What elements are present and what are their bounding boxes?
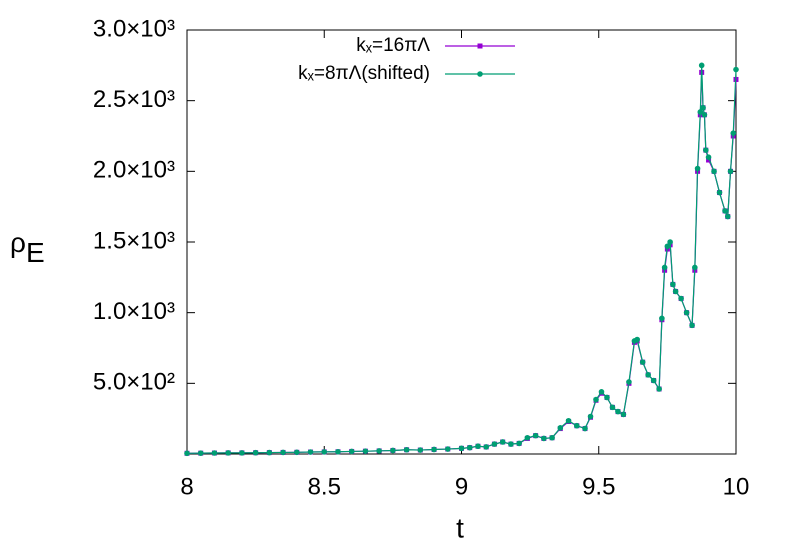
point — [604, 394, 610, 401]
point — [266, 449, 273, 456]
point — [724, 213, 731, 220]
point — [524, 434, 531, 441]
point — [598, 389, 605, 395]
point — [362, 448, 369, 454]
x-axis-label: t — [456, 512, 464, 543]
series-line — [186, 65, 737, 454]
x-tick-label: 8.5 — [308, 473, 341, 500]
point — [634, 336, 640, 343]
point — [458, 445, 465, 452]
point — [582, 425, 588, 432]
point — [184, 450, 190, 457]
point — [705, 154, 712, 160]
series-line — [186, 72, 737, 454]
point — [491, 441, 498, 447]
point — [701, 112, 708, 118]
point — [403, 446, 410, 453]
point — [703, 147, 709, 153]
point — [587, 413, 594, 420]
point — [698, 62, 705, 69]
point — [683, 309, 690, 316]
point — [239, 450, 245, 456]
point — [376, 448, 382, 454]
point — [431, 446, 437, 453]
point — [727, 168, 734, 175]
point — [706, 157, 712, 163]
y-tick-label: 1.5×10³ — [93, 227, 175, 254]
point — [689, 322, 695, 329]
point — [335, 448, 341, 455]
x-tick-label: 9 — [455, 473, 468, 500]
point — [692, 264, 698, 271]
point — [609, 404, 616, 411]
point — [225, 450, 231, 456]
point — [656, 386, 662, 392]
y-tick-label: 2.5×10³ — [93, 86, 175, 113]
point — [444, 446, 451, 452]
point — [565, 417, 572, 424]
point — [516, 440, 522, 447]
legend-label: kₓ=16πΛ — [356, 35, 430, 56]
point — [483, 444, 490, 450]
point — [573, 422, 580, 429]
point — [650, 377, 657, 384]
point — [659, 315, 665, 322]
point — [549, 434, 555, 441]
legend-marker — [477, 71, 483, 77]
point — [697, 109, 704, 115]
point — [667, 239, 673, 245]
point — [499, 439, 506, 445]
point — [620, 411, 627, 418]
point — [670, 281, 676, 288]
point — [197, 450, 204, 456]
x-tick-label: 8 — [180, 473, 193, 500]
point — [307, 449, 314, 455]
point — [390, 447, 396, 454]
legend-label: kₓ=8πΛ(shifted) — [298, 63, 430, 84]
point — [722, 208, 728, 214]
point — [280, 449, 286, 456]
point — [645, 372, 651, 378]
point — [678, 295, 684, 302]
point — [475, 443, 481, 450]
point — [626, 379, 632, 385]
point — [211, 450, 218, 456]
point — [733, 66, 739, 73]
y-tick-label: 2.0×10³ — [93, 157, 175, 184]
point — [466, 444, 473, 451]
y-axis-label: ρE — [10, 227, 45, 268]
point — [252, 449, 259, 456]
point — [615, 408, 621, 415]
legend-marker — [477, 43, 483, 49]
point — [700, 104, 706, 111]
x-tick-label: 10 — [723, 473, 750, 500]
point — [557, 425, 564, 431]
x-tick-label: 9.5 — [582, 473, 615, 500]
point — [711, 168, 717, 175]
point — [348, 448, 355, 455]
point — [639, 359, 646, 365]
y-tick-label: 5.0×10² — [93, 369, 175, 396]
point — [694, 165, 701, 172]
point — [593, 396, 599, 403]
point — [672, 288, 679, 295]
plot-frame — [186, 29, 737, 455]
point — [716, 189, 723, 196]
point — [532, 432, 539, 439]
point — [417, 447, 424, 453]
point — [664, 243, 671, 250]
y-tick-label: 1.0×10³ — [93, 298, 175, 325]
y-tick-label: 3.0×10³ — [93, 15, 175, 42]
point — [321, 449, 328, 455]
point — [661, 264, 668, 271]
point — [730, 130, 737, 136]
point — [541, 435, 547, 442]
point — [294, 449, 300, 456]
point — [508, 441, 514, 447]
